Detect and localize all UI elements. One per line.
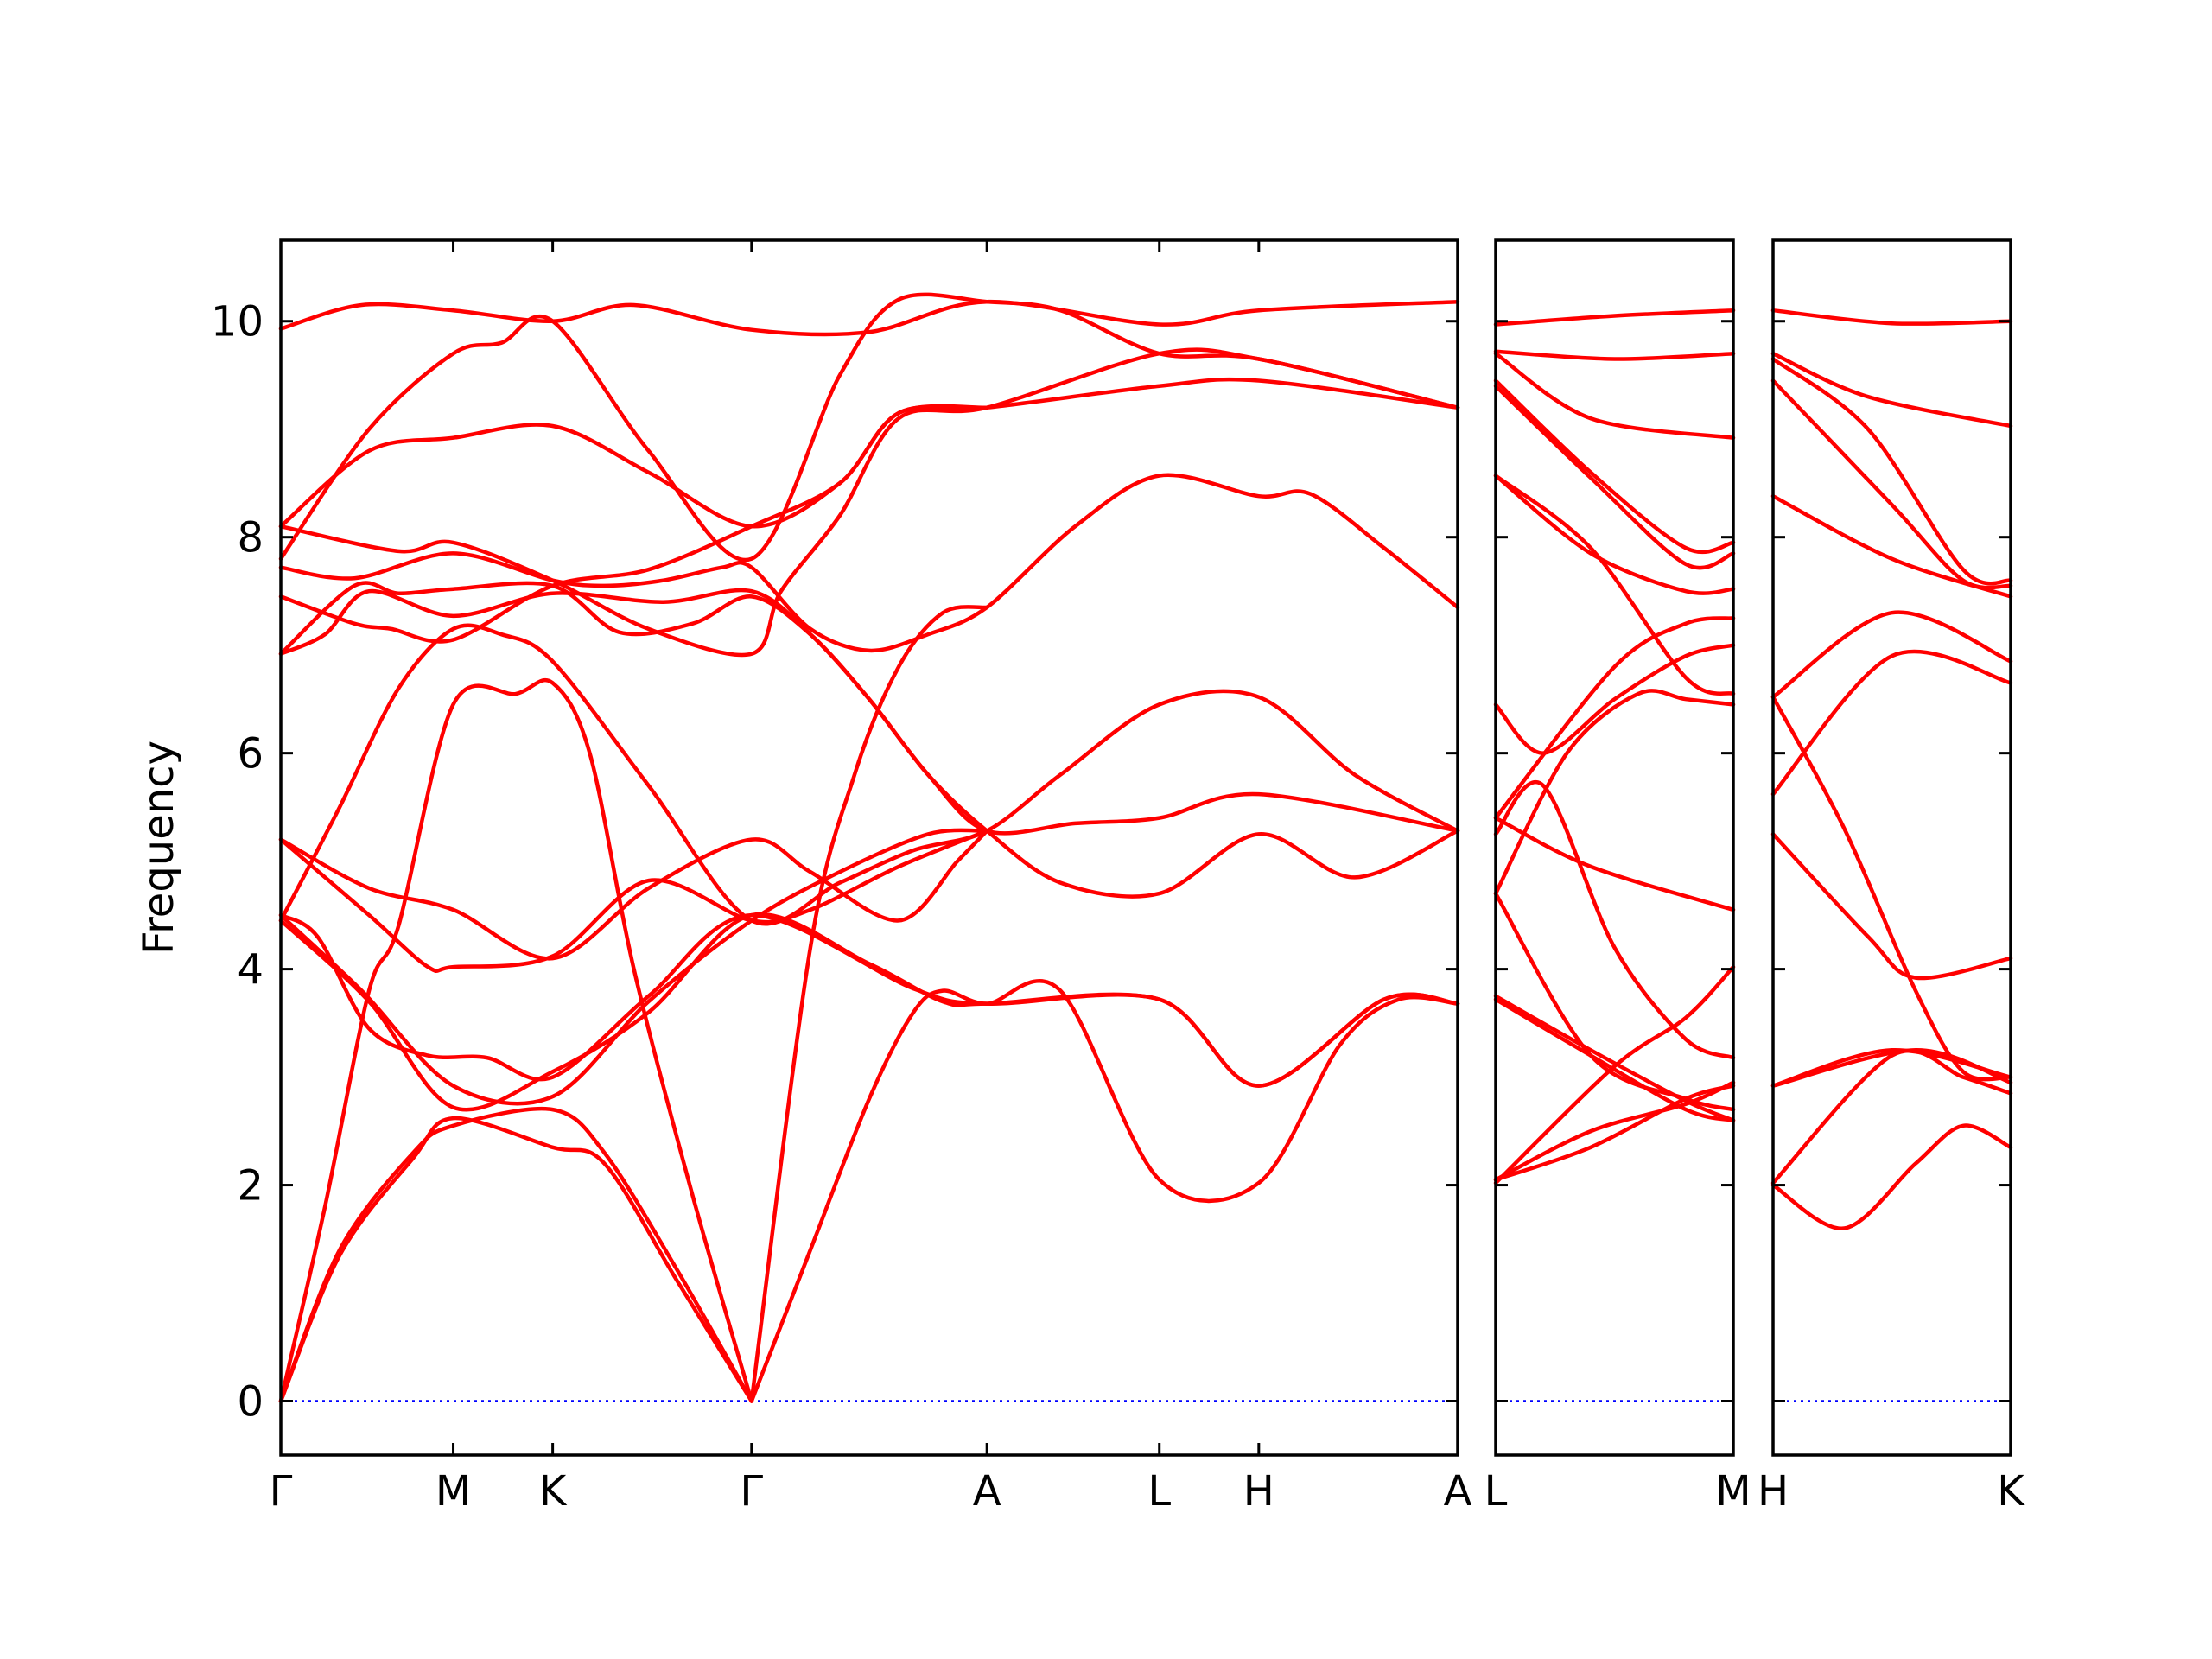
y-tick-label: 2 [237,1162,264,1211]
x-tick-label: M [435,1467,471,1516]
y-axis-title: Frequency [135,741,183,955]
band-line [1493,616,1736,820]
x-tick-label: H [1243,1467,1274,1516]
x-tick-label: K [539,1467,568,1516]
band-line [749,978,1460,1403]
band-line [1493,643,1736,755]
band-line [278,588,1460,899]
band-line [1493,1080,1736,1182]
band-line [1493,384,1736,570]
band-line [278,828,989,1106]
band-line [278,912,1460,1112]
band-line [1493,308,1736,327]
band-line [278,1116,754,1403]
y-tick-label: 10 [211,298,264,346]
band-line [278,473,1460,653]
band-line [1493,349,1736,361]
band-line [278,347,1460,658]
band-line [1493,780,1736,1060]
x-tick-label: A [973,1467,1001,1516]
y-tick-label: 6 [237,730,264,779]
y-tick-label: 0 [237,1378,264,1427]
band-line [1493,1084,1736,1182]
band-line [1770,1048,2013,1185]
x-tick-label: M [1715,1467,1751,1516]
band-line [1770,378,2013,590]
band-line [278,292,1460,563]
x-tick-label: H [1758,1467,1789,1516]
band-line [1493,689,1736,896]
band-line [278,377,1460,529]
band-line [278,1106,754,1403]
band-line [1770,351,2013,429]
x-tick-label: A [1444,1467,1472,1516]
band-line [1493,816,1736,912]
y-axis-title-group: Frequency [135,741,183,955]
y-tick-label: 4 [237,946,264,995]
band-line [1493,997,1736,1122]
band-line [1493,964,1736,1185]
band-line [1493,474,1736,595]
band-line [1493,378,1736,555]
y-tick-label: 8 [237,514,264,563]
band-line [1493,351,1736,440]
band-line [278,912,1460,1088]
x-tick-label: L [1147,1467,1171,1516]
x-tick-label: K [1997,1467,2025,1516]
x-tick-label: L [1484,1467,1508,1516]
band-line [1770,649,2013,797]
band-line [1493,474,1736,696]
panel-frame [1771,238,2012,1457]
band-line [278,829,989,974]
band-line [749,605,989,1403]
band-line [1770,1048,2013,1088]
panel-frame [279,238,1459,1457]
band-line [1493,994,1736,1122]
band-line [1770,357,2013,586]
band-line [1770,610,2013,699]
band-line [1770,1123,2013,1230]
band-line [278,677,754,1403]
band-line [1493,891,1736,1112]
panel-1: Γ M K Γ A L H A 0 2 4 6 8 10 [211,238,1472,1516]
band-line [278,829,989,961]
band-line [1770,832,2013,981]
x-tick-label: Γ [740,1467,763,1516]
band-line [278,299,1460,337]
band-line [1770,308,2013,326]
x-tick-label: Γ [270,1467,293,1516]
panel-frame [1494,238,1735,1457]
band-line [278,404,989,644]
band-line [1770,695,2013,1082]
band-line [1770,493,2013,599]
